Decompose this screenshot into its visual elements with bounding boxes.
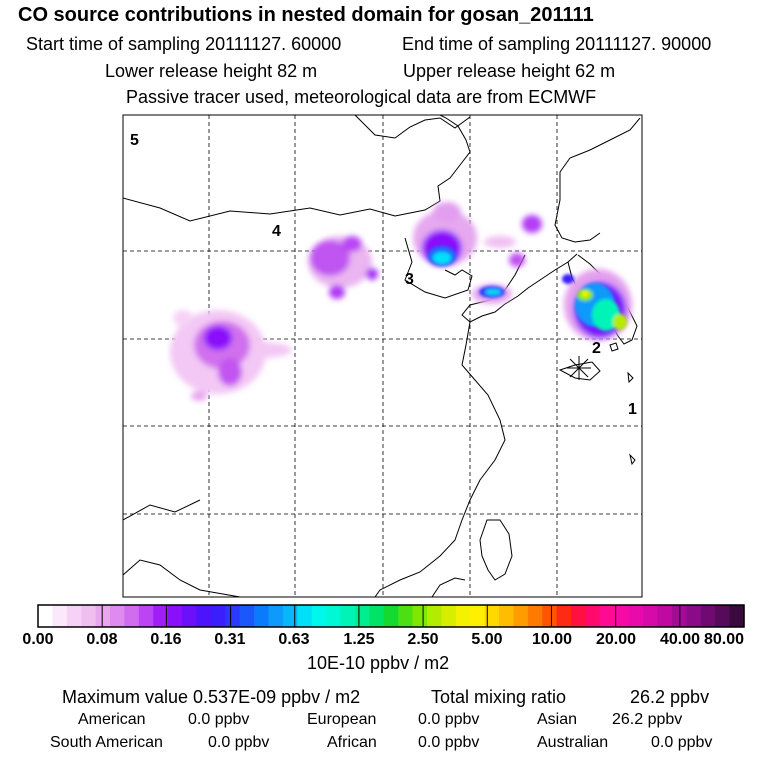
plume-bohai-core xyxy=(433,252,451,264)
colorbar-swatch xyxy=(658,605,673,627)
colorbar-swatch xyxy=(643,605,658,627)
colorbar-swatch xyxy=(196,605,211,627)
plume-bohai-faint xyxy=(522,215,542,233)
african-value: 0.0 ppbv xyxy=(418,734,479,752)
colorbar-swatch xyxy=(686,605,701,627)
colorbar-swatch xyxy=(427,605,442,627)
maximum-value-label: Maximum value 0.537E-09 ppbv / m2 xyxy=(62,687,360,708)
plume-bohai-faint xyxy=(484,236,516,248)
colorbar-tick-label: 80.00 xyxy=(704,631,744,649)
colorbar-swatch xyxy=(513,605,528,627)
colorbar-swatch xyxy=(124,605,139,627)
colorbar-tick-label: 40.00 xyxy=(660,631,700,649)
colorbar-swatch xyxy=(81,605,96,627)
plume-west-mid xyxy=(218,358,242,386)
asian-value: 26.2 ppbv xyxy=(612,711,682,729)
colorbar-swatch xyxy=(52,605,67,627)
plume-korea-peak xyxy=(581,291,589,297)
colorbar-swatch xyxy=(139,605,154,627)
colorbar-swatch xyxy=(715,605,730,627)
colorbar-tick-label: 5.00 xyxy=(471,631,502,649)
colorbar-swatch xyxy=(701,605,716,627)
colorbar-units: 10E-10 ppbv / m2 xyxy=(307,653,449,674)
colorbar-swatch xyxy=(571,605,586,627)
colorbar-swatch xyxy=(413,605,428,627)
colorbar-swatch xyxy=(240,605,255,627)
colorbar-swatch xyxy=(283,605,298,627)
colorbar-swatch xyxy=(67,605,82,627)
plume-bohai-faint xyxy=(509,253,525,267)
colorbar-swatch xyxy=(470,605,485,627)
colorbar-swatch xyxy=(586,605,601,627)
american-value: 0.0 ppbv xyxy=(188,711,249,729)
colorbar-tick-label: 0.08 xyxy=(86,631,117,649)
plume-korea-north xyxy=(562,274,574,284)
african-label: African xyxy=(327,734,377,752)
colorbar-tick-label: 2.50 xyxy=(407,631,438,649)
american-label: American xyxy=(78,711,146,729)
australian-value: 0.0 ppbv xyxy=(651,734,712,752)
south-american-label: South American xyxy=(50,734,163,752)
european-value: 0.0 ppbv xyxy=(418,711,479,729)
plume-north-mid xyxy=(329,285,345,299)
colorbar-swatch xyxy=(341,605,356,627)
plume-west-faint xyxy=(173,310,193,326)
colorbar-swatch xyxy=(225,605,240,627)
colorbar-swatch xyxy=(297,605,312,627)
colorbar-swatch xyxy=(211,605,226,627)
colorbar-tick-label: 0.16 xyxy=(150,631,181,649)
colorbar-tick-label: 1.25 xyxy=(343,631,374,649)
plume-north-mid xyxy=(366,268,378,280)
colorbar-swatch xyxy=(441,605,456,627)
colorbar-swatch xyxy=(398,605,413,627)
asterisk-icon xyxy=(567,356,591,380)
region-label-5: 5 xyxy=(130,132,139,149)
region-label-3: 3 xyxy=(405,271,414,288)
colorbar-tick-label: 10.00 xyxy=(532,631,572,649)
colorbar-tick-label: 0.31 xyxy=(214,631,245,649)
colorbar-swatch xyxy=(557,605,572,627)
region-label-4: 4 xyxy=(272,223,281,240)
colorbar-swatch xyxy=(499,605,514,627)
australian-label: Australian xyxy=(537,734,608,752)
colorbar-swatch xyxy=(528,605,543,627)
colorbar-swatch xyxy=(542,605,557,627)
european-label: European xyxy=(307,711,376,729)
colorbar-swatch xyxy=(730,605,745,627)
plume-yellowsea-core xyxy=(485,289,501,295)
colorbar-swatch xyxy=(254,605,269,627)
colorbar xyxy=(38,605,745,627)
colorbar-swatch xyxy=(456,605,471,627)
colorbar-swatch xyxy=(369,605,384,627)
colorbar-swatch xyxy=(600,605,615,627)
total-mixing-value: 26.2 ppbv xyxy=(630,687,709,708)
colorbar-tick-label: 0.00 xyxy=(22,631,53,649)
plume-korea-peak xyxy=(613,314,627,330)
colorbar-swatch xyxy=(38,605,53,627)
plume-north-mid xyxy=(342,236,362,252)
colorbar-swatch xyxy=(96,605,111,627)
colorbar-tick-label: 0.63 xyxy=(278,631,309,649)
colorbar-swatch xyxy=(326,605,341,627)
colorbar-swatch xyxy=(614,605,629,627)
colorbar-swatch xyxy=(269,605,284,627)
colorbar-swatch xyxy=(110,605,125,627)
colorbar-swatch xyxy=(312,605,327,627)
colorbar-swatch xyxy=(384,605,399,627)
plume-west-faint xyxy=(191,391,207,401)
colorbar-swatch xyxy=(355,605,370,627)
region-label-1: 1 xyxy=(628,401,637,418)
colorbar-tick-label: 20.00 xyxy=(596,631,636,649)
colorbar-swatch xyxy=(182,605,197,627)
south-american-value: 0.0 ppbv xyxy=(208,734,269,752)
colorbar-swatch xyxy=(629,605,644,627)
plume-bohai-faint xyxy=(433,202,461,222)
region-label-2: 2 xyxy=(592,340,601,357)
plume-west-core xyxy=(204,326,232,350)
colorbar-swatch xyxy=(168,605,183,627)
total-mixing-label: Total mixing ratio xyxy=(431,687,566,708)
asian-label: Asian xyxy=(537,711,577,729)
